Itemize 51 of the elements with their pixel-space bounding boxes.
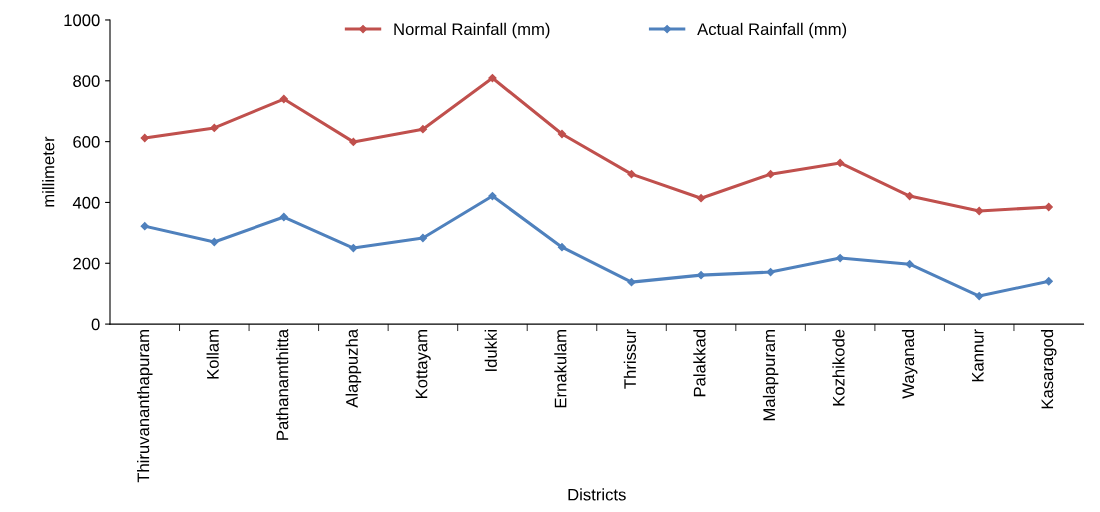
point [627, 170, 636, 179]
y-axis-title: millimeter [42, 136, 55, 207]
point [488, 191, 497, 201]
x-tick-label: Thrissur [623, 329, 636, 389]
x-tick-label: Kozhikode [832, 329, 845, 406]
point [140, 133, 149, 143]
x-tick-label: Kollam [206, 330, 219, 379]
point [905, 191, 914, 201]
x-tick-label: Ernakulam [554, 330, 567, 408]
point [418, 233, 428, 243]
point [557, 243, 567, 252]
y-tick-label: 600 [73, 136, 100, 148]
point [766, 267, 775, 277]
point [349, 137, 358, 147]
y-tick-label: 800 [73, 75, 100, 87]
y-tick-label: 400 [72, 196, 100, 209]
point [696, 194, 706, 203]
point [279, 212, 288, 222]
x-tick-label: Kottayam [415, 330, 431, 398]
x-tick-label: Palakkad [693, 330, 706, 397]
point [210, 237, 219, 247]
point [210, 123, 219, 133]
x-tick-label: Kannur [972, 329, 984, 382]
point [279, 94, 288, 104]
x-tick-label: Pathanamthitta [276, 328, 289, 440]
point [140, 222, 149, 231]
x-tick-label: Idukki [484, 330, 497, 371]
y-tick-label: 0 [91, 318, 100, 331]
y-tick-label: 200 [73, 257, 100, 270]
x-tick-label: Wayanad [901, 330, 918, 399]
point [975, 206, 984, 216]
point [418, 125, 428, 134]
point [627, 277, 636, 287]
point [766, 170, 775, 179]
point [835, 158, 845, 168]
point [905, 260, 914, 269]
legend-label: Actual Rainfall (mm) [697, 22, 847, 39]
point [1044, 202, 1053, 212]
x-tick-label: Kasaragod [1040, 330, 1057, 409]
x-axis-title: Districts [568, 488, 626, 501]
point [835, 253, 845, 263]
point [557, 129, 567, 139]
x-tick-label: Malappuram [762, 330, 779, 421]
legend-label: Normal Rainfall (mm) [394, 22, 550, 39]
point [1044, 277, 1053, 286]
point [349, 243, 358, 253]
point [975, 291, 984, 301]
x-tick-label: Alappuzha [345, 328, 362, 408]
point [488, 73, 497, 83]
x-tick-label: Thiruvananthapuram [137, 330, 153, 483]
y-tick-label: 1000 [64, 14, 100, 27]
